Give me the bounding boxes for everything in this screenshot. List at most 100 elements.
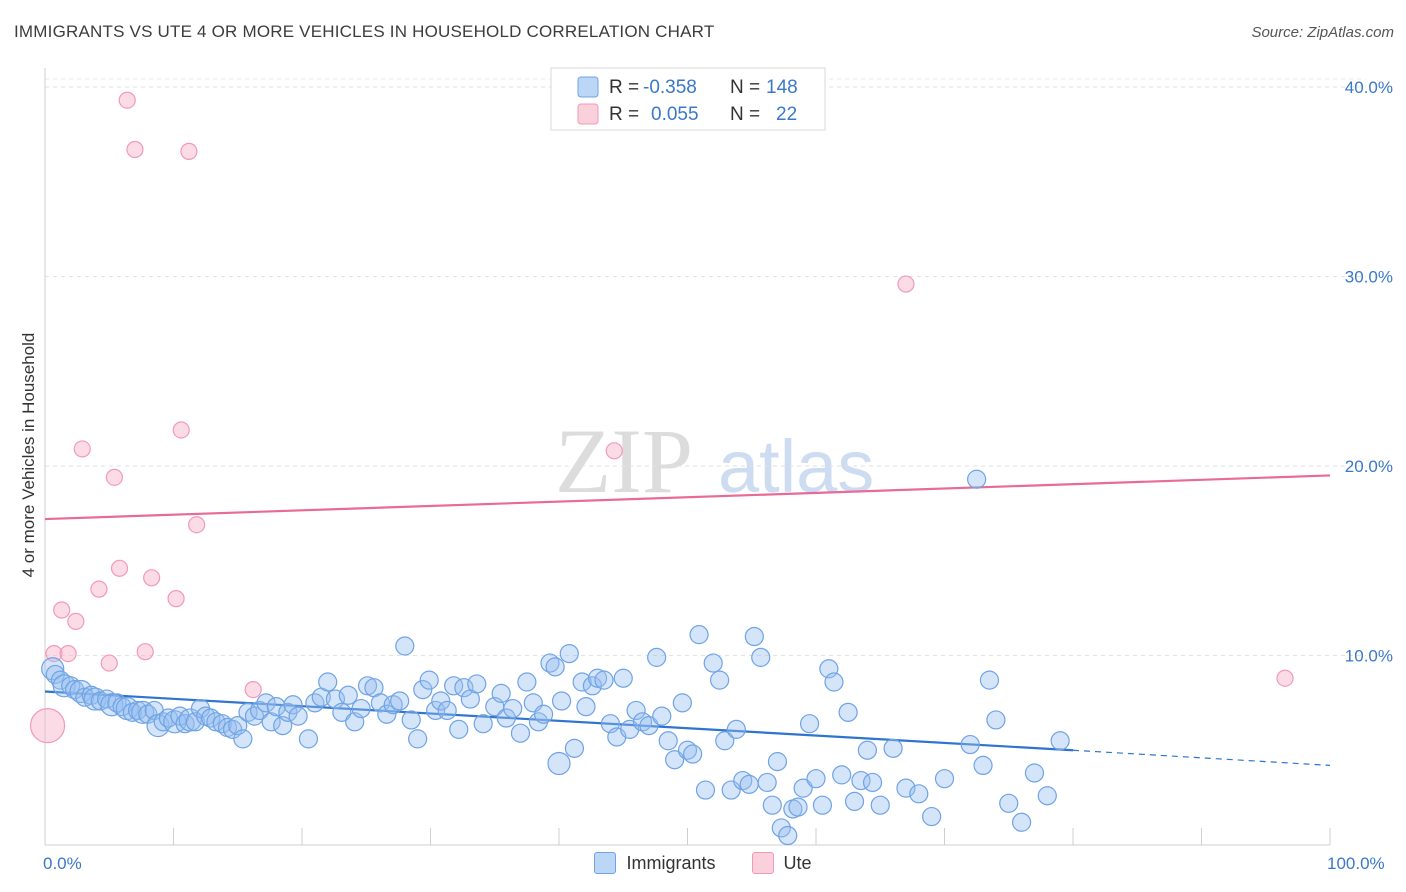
immigrants-point bbox=[413, 679, 433, 700]
immigrants-point bbox=[739, 774, 759, 794]
immigrants-point bbox=[266, 697, 286, 717]
x-tick-max: 100.0% bbox=[1327, 854, 1385, 873]
immigrants-point bbox=[689, 625, 709, 645]
immigrants-point bbox=[212, 714, 232, 734]
immigrants-point bbox=[517, 672, 537, 692]
watermark-zip: ZIP bbox=[555, 410, 693, 512]
immigrants-trend-extension bbox=[1072, 749, 1331, 767]
ute-swatch bbox=[751, 852, 774, 874]
immigrants-point bbox=[715, 731, 735, 751]
immigrants-point bbox=[695, 780, 716, 800]
immigrants-point bbox=[788, 797, 808, 817]
legend-n-label-1: N = bbox=[730, 77, 760, 98]
legend: R = -0.358 N = 148 R = 0.055 N = 22 bbox=[550, 67, 826, 131]
immigrants-point bbox=[665, 750, 685, 770]
immigrants-point bbox=[533, 704, 554, 724]
immigrants-point bbox=[540, 653, 560, 673]
immigrants-point bbox=[832, 765, 852, 785]
immigrants-point bbox=[401, 710, 421, 730]
legend-n-value-1: 148 bbox=[766, 77, 798, 98]
immigrants-point bbox=[862, 772, 883, 793]
ute-point bbox=[172, 421, 190, 439]
immigrants-point bbox=[626, 700, 646, 721]
immigrants-point bbox=[559, 643, 579, 664]
immigrants-point bbox=[1024, 763, 1045, 783]
immigrants-point bbox=[883, 738, 903, 758]
immigrants-point bbox=[909, 784, 929, 804]
immigrants-point bbox=[771, 818, 791, 838]
ute-point bbox=[118, 91, 136, 109]
immigrants-point bbox=[824, 672, 844, 692]
immigrants-point bbox=[41, 657, 65, 681]
ute-label: Ute bbox=[783, 852, 812, 873]
immigrants-point bbox=[870, 795, 890, 815]
immigrants-point bbox=[967, 469, 987, 489]
immigrants-label: Immigrants bbox=[626, 852, 716, 873]
immigrants-point bbox=[449, 719, 469, 739]
immigrants-point bbox=[934, 769, 955, 789]
immigrants-point bbox=[426, 700, 446, 721]
ute-trend-line bbox=[44, 474, 1331, 521]
legend-n-value-2: 22 bbox=[776, 104, 797, 125]
immigrants-point bbox=[838, 702, 858, 722]
immigrants-point bbox=[408, 729, 428, 749]
immigrants-point bbox=[751, 647, 771, 667]
immigrants-point bbox=[652, 706, 672, 726]
immigrants-point bbox=[960, 734, 980, 755]
immigrants-point bbox=[496, 708, 516, 728]
immigrants-point bbox=[545, 657, 565, 677]
immigrants-point bbox=[178, 708, 202, 732]
legend-r-label-2: R = bbox=[609, 104, 639, 125]
immigrants-point bbox=[806, 769, 826, 789]
immigrants-point bbox=[332, 702, 352, 722]
immigrants-point bbox=[999, 793, 1019, 813]
legend-r-value-1: -0.358 bbox=[643, 77, 697, 98]
immigrants-point bbox=[256, 693, 276, 713]
y-tick-label: 10.0% bbox=[1345, 646, 1393, 665]
immigrants-point bbox=[233, 729, 253, 749]
immigrants-point bbox=[778, 825, 798, 846]
immigrants-point bbox=[757, 772, 777, 793]
y-tick-label: 40.0% bbox=[1345, 78, 1393, 97]
immigrants-point bbox=[201, 708, 221, 728]
immigrants-point bbox=[377, 704, 397, 724]
immigrants-point bbox=[979, 670, 1000, 690]
bottom-legend-ute: Ute bbox=[751, 852, 812, 874]
immigrants-point bbox=[613, 668, 633, 688]
immigrants-point bbox=[318, 672, 338, 692]
ute-point bbox=[897, 275, 915, 293]
bottom-legend: Immigrants Ute bbox=[0, 852, 1406, 874]
ute-point bbox=[100, 654, 118, 672]
immigrants-point bbox=[473, 714, 493, 734]
immigrants-point bbox=[922, 806, 942, 827]
ute-point bbox=[29, 708, 66, 744]
ute-point bbox=[67, 612, 85, 630]
immigrants-point bbox=[767, 752, 788, 772]
immigrants-swatch bbox=[594, 852, 617, 874]
immigrants-point bbox=[298, 729, 319, 749]
immigrants-point bbox=[437, 700, 457, 721]
immigrants-point bbox=[510, 723, 531, 743]
immigrants-point bbox=[683, 744, 703, 764]
immigrants-point bbox=[762, 795, 782, 815]
ute-point bbox=[73, 440, 91, 458]
immigrants-point bbox=[547, 751, 571, 776]
immigrants-point bbox=[973, 755, 993, 776]
immigrants-point bbox=[1050, 731, 1070, 751]
immigrants-point bbox=[710, 670, 730, 690]
immigrants-point bbox=[799, 714, 820, 734]
y-tick-label: 20.0% bbox=[1345, 457, 1393, 476]
legend-r-label-1: R = bbox=[609, 77, 639, 98]
legend-r-value-2: 0.055 bbox=[651, 104, 699, 125]
ute-point bbox=[605, 442, 623, 460]
source-credit: Source: ZipAtlas.com bbox=[1251, 24, 1394, 41]
ute-point bbox=[126, 140, 144, 159]
trend-lines bbox=[44, 474, 1331, 767]
immigrants-point bbox=[491, 683, 511, 703]
immigrants-point bbox=[703, 653, 723, 673]
immigrants-point bbox=[726, 719, 746, 739]
ute-point bbox=[59, 644, 77, 663]
ute-point bbox=[1276, 669, 1294, 687]
y-tick-labels: 10.0% 20.0% 30.0% 40.0% bbox=[1345, 78, 1393, 666]
immigrants-point bbox=[467, 674, 487, 694]
